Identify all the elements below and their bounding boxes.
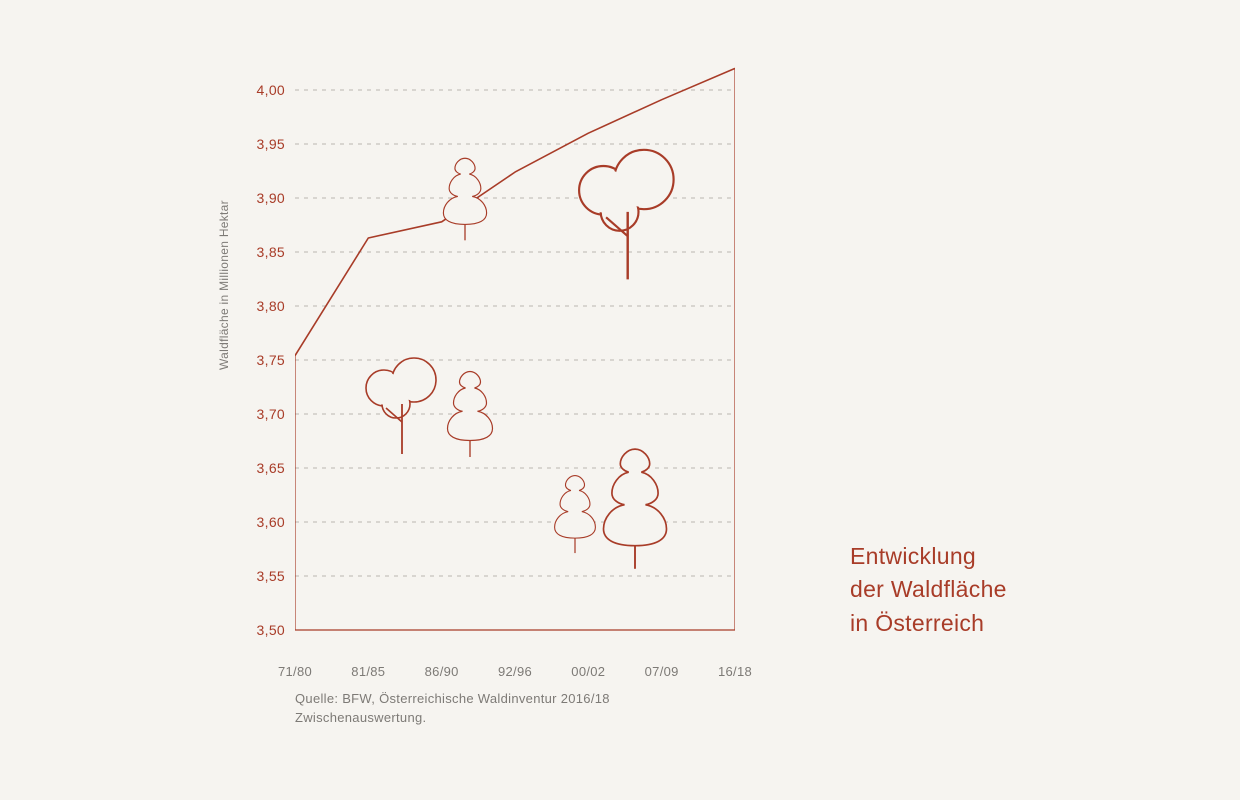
- y-axis-label: Waldfläche in Millionen Hektar: [217, 200, 231, 370]
- conifer-tree-icon: [604, 449, 667, 569]
- y-tick-label: 3,95: [257, 136, 285, 152]
- y-tick-label: 3,65: [257, 460, 285, 476]
- x-tick-label: 00/02: [571, 664, 605, 679]
- conifer-tree-icon: [443, 158, 486, 240]
- deciduous-tree-icon: [579, 150, 674, 280]
- y-tick-label: 4,00: [257, 82, 285, 98]
- y-tick-label: 3,80: [257, 298, 285, 314]
- chart-svg: [295, 60, 735, 660]
- chart-title: Entwicklung der Waldfläche in Österreich: [850, 540, 1007, 640]
- y-tick-label: 3,50: [257, 622, 285, 638]
- y-tick-label: 3,70: [257, 406, 285, 422]
- x-tick-label: 92/96: [498, 664, 532, 679]
- x-tick-label: 81/85: [351, 664, 385, 679]
- x-tick-label: 71/80: [278, 664, 312, 679]
- x-tick-label: 07/09: [645, 664, 679, 679]
- x-tick-label: 86/90: [425, 664, 459, 679]
- y-tick-label: 3,85: [257, 244, 285, 260]
- y-tick-label: 3,75: [257, 352, 285, 368]
- deciduous-tree-icon: [366, 358, 436, 454]
- y-tick-label: 3,60: [257, 514, 285, 530]
- conifer-tree-icon: [555, 476, 596, 554]
- y-tick-label: 3,90: [257, 190, 285, 206]
- y-tick-label: 3,55: [257, 568, 285, 584]
- chart-container: Waldfläche in Millionen Hektar Quelle: B…: [245, 60, 745, 740]
- source-caption: Quelle: BFW, Österreichische Waldinventu…: [295, 690, 610, 728]
- conifer-tree-icon: [448, 372, 493, 458]
- x-tick-label: 16/18: [718, 664, 752, 679]
